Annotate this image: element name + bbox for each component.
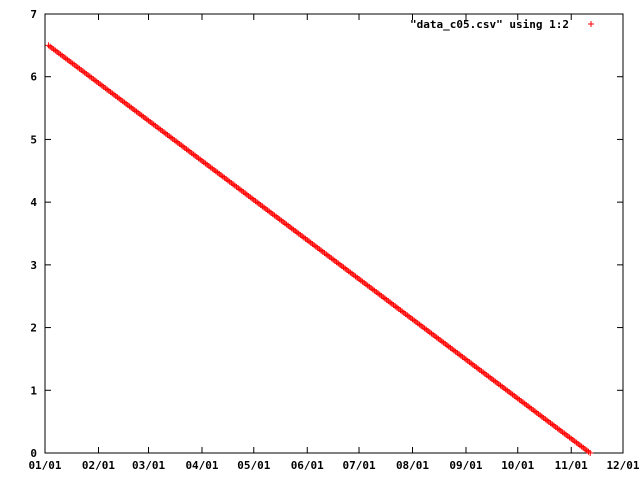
x-tick-label: 09/01: [449, 459, 482, 472]
data-point: [587, 450, 594, 456]
y-axis: 0 1 2 3 4 5 6 7: [30, 8, 623, 460]
x-tick-label: 06/01: [291, 459, 324, 472]
x-tick-label: 12/01: [606, 459, 639, 472]
y-tick-label: 3: [30, 259, 37, 272]
y-tick-label: 0: [30, 447, 37, 460]
x-tick-label: 07/01: [342, 459, 375, 472]
legend-marker-plus: [588, 21, 594, 27]
y-tick-label: 5: [30, 133, 37, 146]
x-tick-label: 11/01: [555, 459, 588, 472]
plot-frame: [44, 13, 624, 454]
x-tick-label: 05/01: [237, 459, 270, 472]
legend-label: "data_c05.csv" using 1:2: [410, 18, 569, 31]
x-tick-label: 02/01: [82, 459, 115, 472]
x-tick-label: 10/01: [501, 459, 534, 472]
legend: "data_c05.csv" using 1:2: [410, 18, 594, 31]
x-tick-label: 04/01: [185, 459, 218, 472]
x-tick-label: 03/01: [132, 459, 165, 472]
data-series: [45, 42, 594, 456]
legend-marker: [588, 21, 594, 27]
y-tick-label: 6: [30, 71, 37, 84]
x-tick-label: 08/01: [396, 459, 429, 472]
x-tick-label: 01/01: [28, 459, 61, 472]
y-tick-label: 2: [30, 322, 37, 335]
x-axis: 01/01 02/01 03/01 04/01 05/01 06/01 07/01 08/01…: [28, 14, 640, 472]
y-tick-label: 1: [30, 384, 37, 397]
y-tick-label: 7: [30, 8, 37, 21]
y-tick-label: 4: [30, 196, 37, 209]
